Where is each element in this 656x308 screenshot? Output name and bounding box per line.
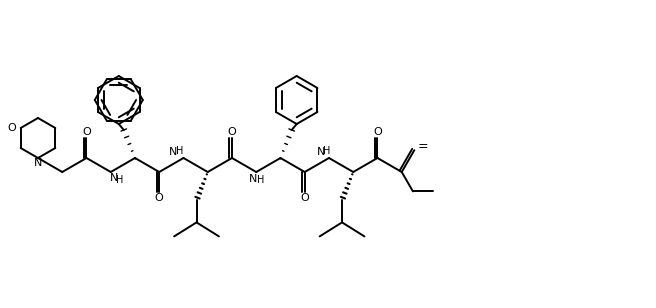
Text: O: O (82, 128, 91, 137)
Text: H: H (256, 175, 264, 185)
Text: O: O (7, 123, 16, 133)
Text: H: H (323, 146, 331, 156)
Text: N: N (169, 147, 178, 157)
Text: N: N (249, 174, 257, 184)
Text: =: = (418, 140, 428, 153)
Text: N: N (110, 173, 118, 183)
Text: O: O (228, 128, 236, 137)
Text: H: H (116, 175, 123, 185)
Text: O: O (373, 128, 382, 137)
Text: N: N (34, 158, 42, 168)
Text: O: O (155, 192, 163, 203)
Text: O: O (300, 192, 309, 203)
Text: N: N (317, 147, 325, 157)
Text: H: H (176, 146, 183, 156)
